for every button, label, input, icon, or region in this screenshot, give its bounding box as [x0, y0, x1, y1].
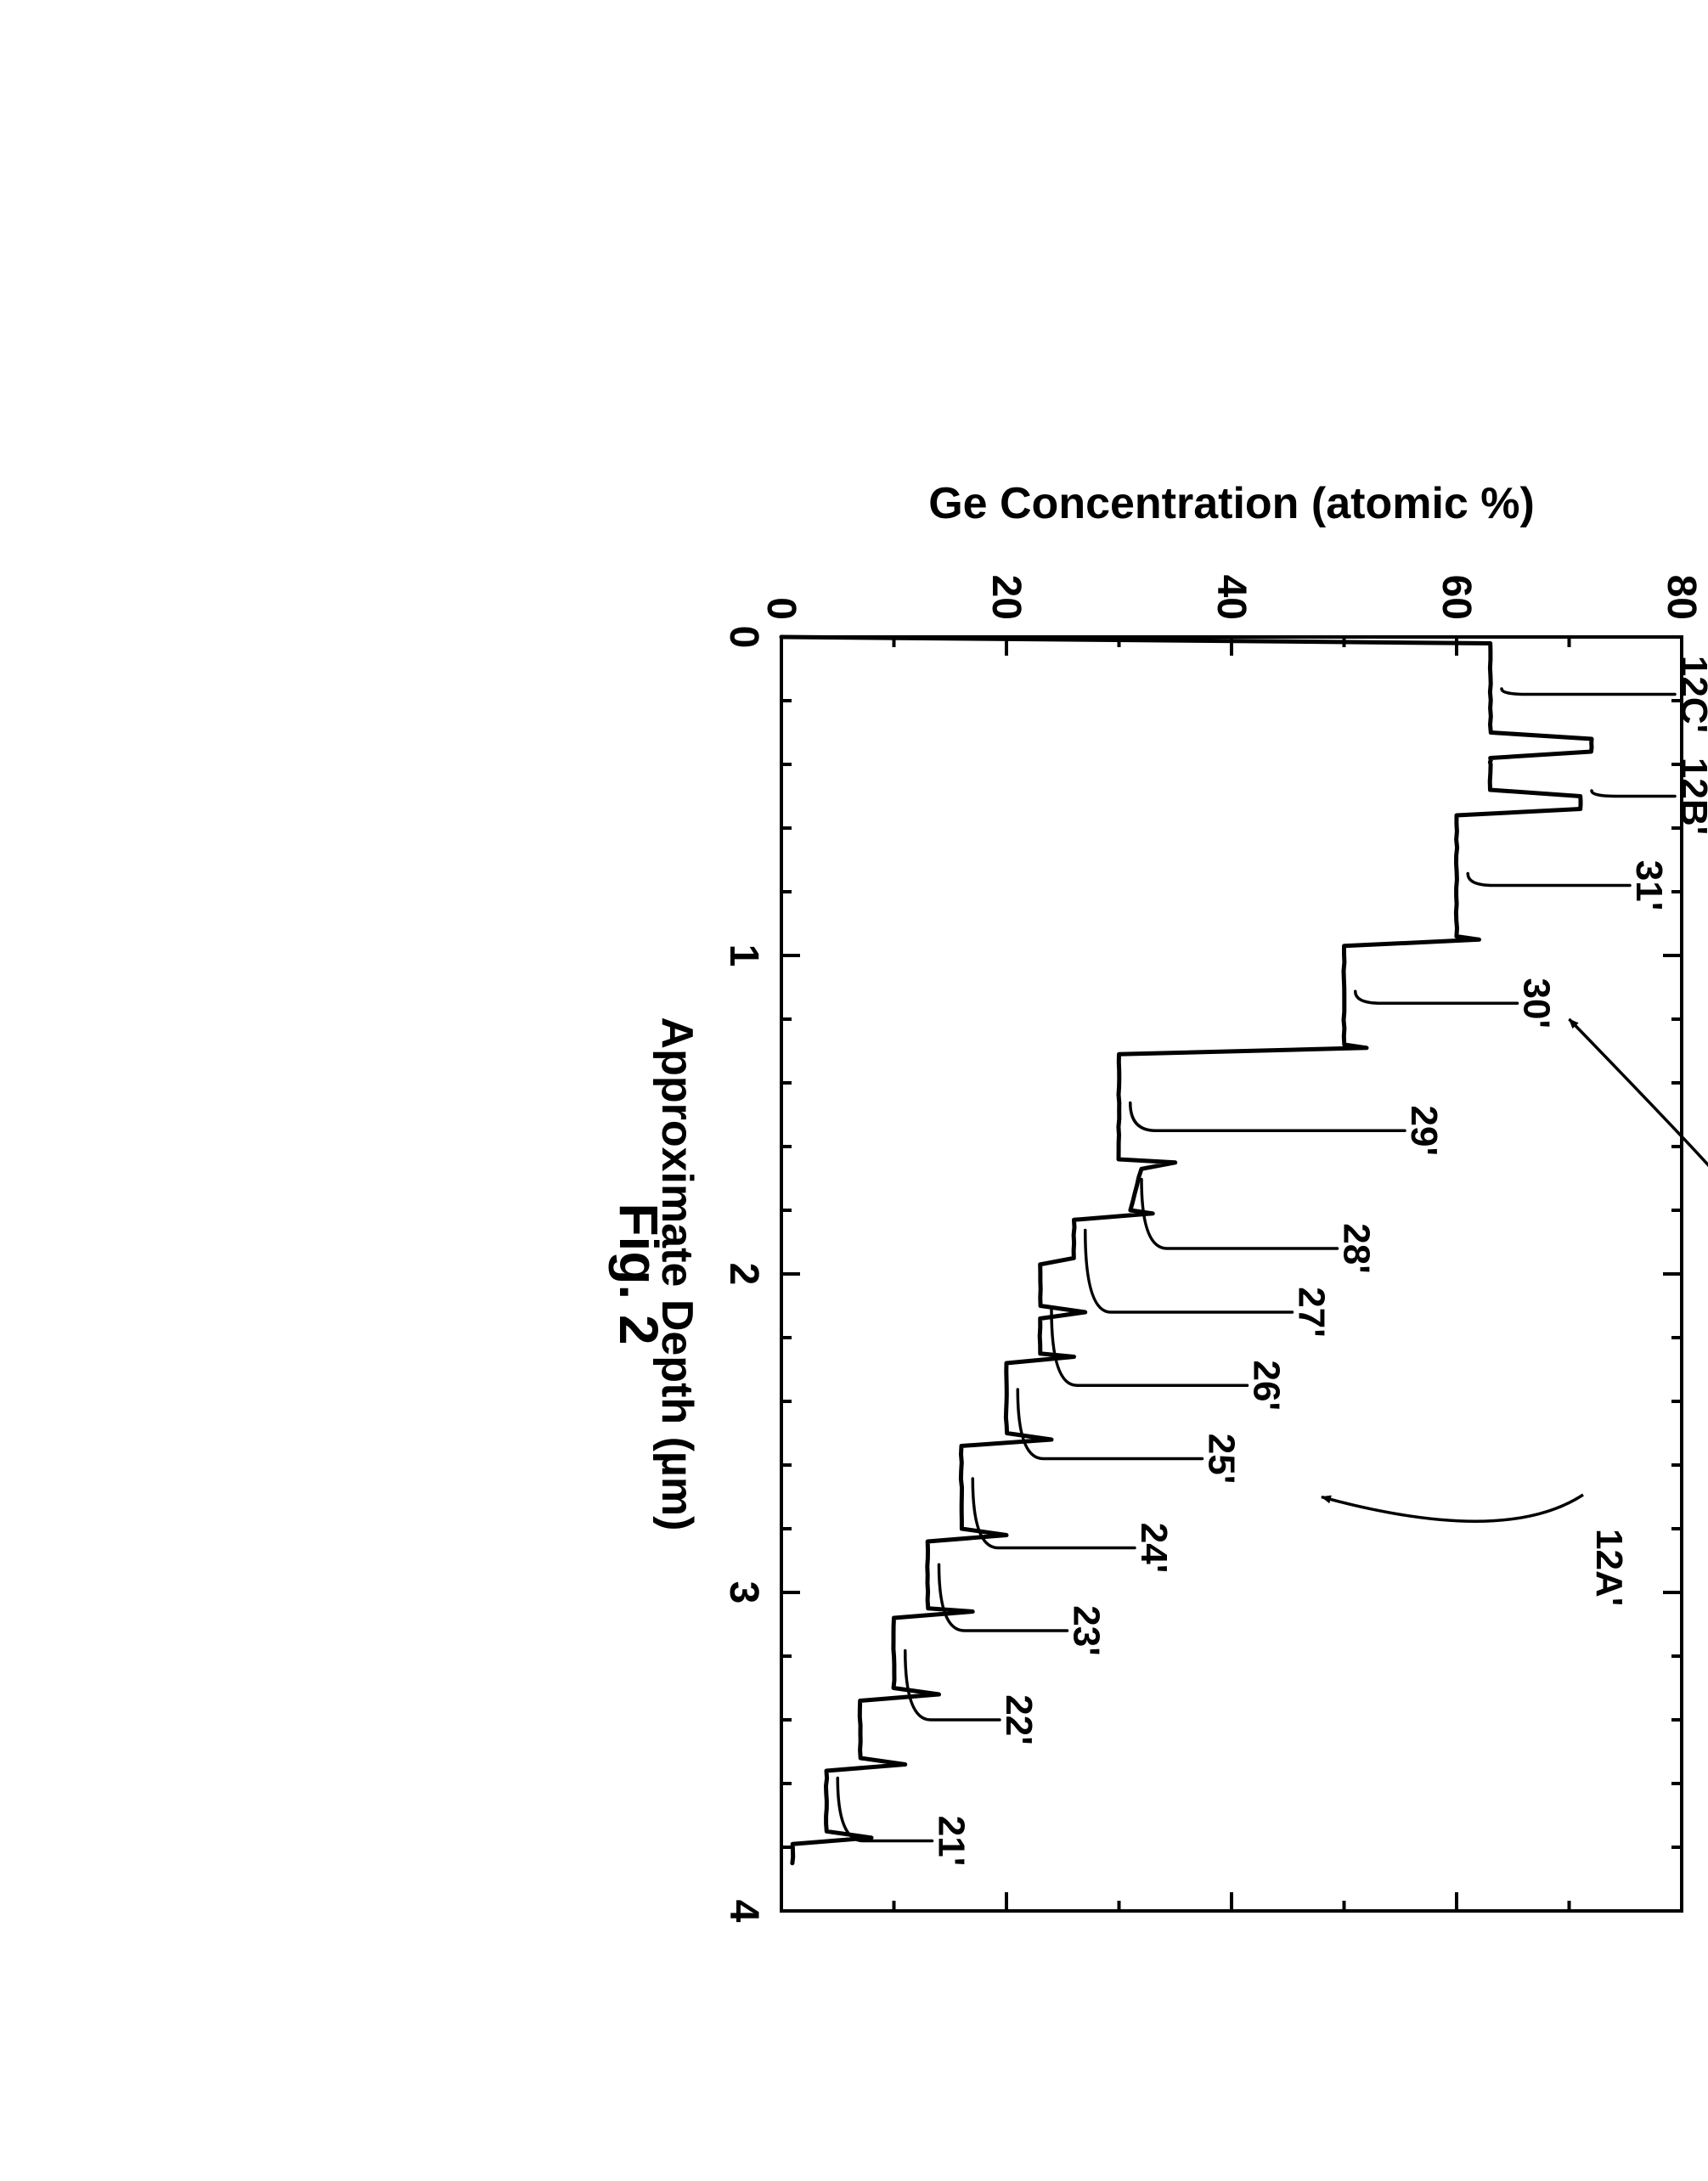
- y-tick-label: 60: [1434, 575, 1479, 620]
- y-tick-label: 20: [984, 575, 1029, 620]
- annotation-label: 30': [1516, 978, 1558, 1029]
- x-tick-label: 3: [721, 1581, 766, 1604]
- annotation-label: 28': [1336, 1223, 1378, 1273]
- annotation-label: 26': [1246, 1361, 1288, 1411]
- figure-label: Fig. 2: [608, 1203, 669, 1344]
- x-tick-label: 0: [721, 626, 766, 649]
- x-tick-label: 4: [721, 1900, 766, 1923]
- y-tick-label: 0: [758, 597, 803, 620]
- annotation-label: 29': [1403, 1106, 1445, 1156]
- y-tick-label: 80: [1659, 575, 1704, 620]
- ge-concentration-chart: 01234020406080Approximate Depth (µm)Ge C…: [595, 442, 1708, 1970]
- chart-container: 01234020406080Approximate Depth (µm)Ge C…: [221, 442, 1708, 1597]
- annotation-label: 12B': [1673, 758, 1708, 835]
- annotation-label: 31': [1628, 860, 1670, 910]
- annotation-label: 27': [1291, 1287, 1333, 1337]
- macro-annotation-label: 12A': [1588, 1529, 1630, 1606]
- annotation-label: 24': [1133, 1523, 1175, 1573]
- annotation-label: 22': [998, 1694, 1040, 1744]
- x-tick-label: 1: [721, 944, 766, 967]
- y-tick-label: 40: [1209, 575, 1254, 620]
- annotation-label: 21': [931, 1816, 972, 1866]
- y-axis-label: Ge Concentration (atomic %): [928, 479, 1535, 528]
- annotation-label: 12C': [1673, 656, 1708, 733]
- annotation-label: 23': [1066, 1605, 1108, 1655]
- annotation-label: 25': [1201, 1434, 1243, 1484]
- x-tick-label: 2: [721, 1263, 766, 1286]
